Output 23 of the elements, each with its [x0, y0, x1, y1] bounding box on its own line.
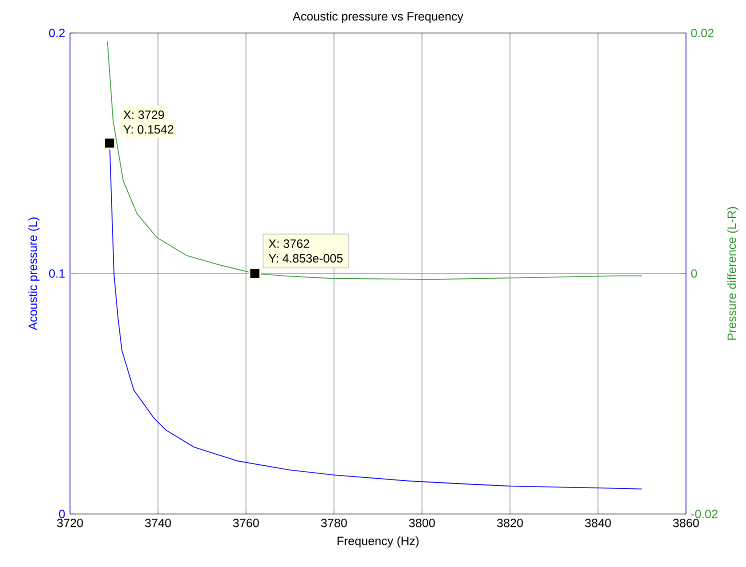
- y2-tick-label: 0: [691, 269, 697, 278]
- x-tick-label: 3780: [321, 518, 347, 528]
- x-tick-label: 3720: [57, 518, 83, 528]
- annotation: Y: 0.1542: [123, 125, 174, 134]
- x-tick-label: 3820: [497, 518, 523, 528]
- x-tick-label: 3740: [145, 518, 171, 528]
- y2-tick-label: -0.02: [691, 510, 718, 518]
- y-tick-label: 0.1: [49, 269, 65, 278]
- y-tick-label: 0: [59, 510, 65, 518]
- annotation: X: 3729: [123, 110, 164, 119]
- x-tick-label: 3840: [585, 518, 611, 528]
- line-series: [107, 41, 642, 280]
- x-tick-label: 3800: [409, 518, 435, 528]
- annotation: X: 3762: [268, 239, 310, 248]
- x-tick-label: 3860: [673, 518, 699, 528]
- chart-title: Acoustic pressure vs Frequency: [292, 12, 464, 23]
- annotation: Y: 4.853e-005: [268, 254, 343, 263]
- y-tick-label: 0.2: [49, 28, 65, 38]
- y2-tick-label: 0.02: [691, 28, 714, 38]
- y2-axis-title: Pressure difference (L-R): [727, 207, 738, 340]
- y-axis-title: Acoustic pressure (L): [28, 218, 40, 330]
- x-axis-title: Frequency (Hz): [338, 536, 419, 548]
- x-tick-label: 3760: [233, 518, 259, 528]
